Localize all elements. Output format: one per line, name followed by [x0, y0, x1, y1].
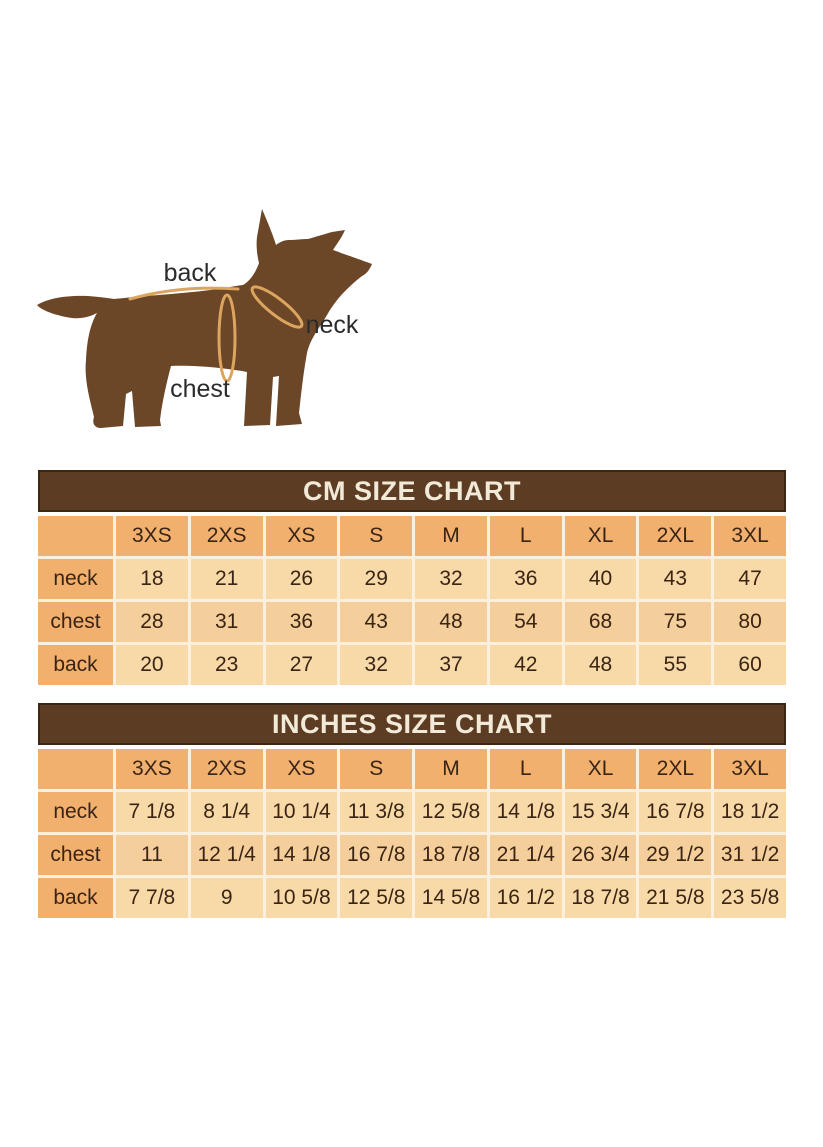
- column-header-cell: M: [415, 516, 487, 556]
- column-header-cell: L: [489, 749, 562, 789]
- inches-size-chart: INCHES SIZE CHART 3XS 2XS XS S M L XL 2XL 3XL nec…: [38, 703, 786, 918]
- corner-cell: [38, 749, 113, 789]
- size-cell: 37: [415, 645, 487, 685]
- size-cell: 11: [116, 835, 188, 875]
- row-label-cell: chest: [38, 835, 113, 875]
- neck-label: neck: [305, 311, 359, 339]
- size-cell: 68: [564, 602, 637, 642]
- back-measure-line: [128, 286, 240, 301]
- size-cell: 42: [489, 645, 562, 685]
- size-cell: 12 5/8: [340, 878, 413, 918]
- size-cell: 20: [116, 645, 188, 685]
- size-cell: 14 1/8: [265, 835, 338, 875]
- size-cell: 29: [340, 559, 413, 599]
- column-header-cell: XL: [564, 516, 637, 556]
- column-header-cell: M: [415, 749, 487, 789]
- column-header-cell: XL: [564, 749, 637, 789]
- size-cell: 80: [714, 602, 786, 642]
- size-cell: 23 5/8: [714, 878, 786, 918]
- size-cell: 16 1/2: [489, 878, 562, 918]
- cm-size-chart: CM SIZE CHART 3XS 2XS XS S M L XL 2XL 3XL neck 18 2…: [38, 470, 786, 685]
- size-cell: 21 5/8: [639, 878, 712, 918]
- column-header-cell: 3XS: [116, 749, 188, 789]
- size-cell: 16 7/8: [639, 792, 712, 832]
- column-header-cell: 3XL: [714, 516, 786, 556]
- size-cell: 9: [190, 878, 263, 918]
- column-header-cell: L: [489, 516, 562, 556]
- size-cell: 15 3/4: [564, 792, 637, 832]
- size-cell: 12 5/8: [415, 792, 487, 832]
- size-cell: 55: [639, 645, 712, 685]
- size-cell: 43: [340, 602, 413, 642]
- size-cell: 16 7/8: [340, 835, 413, 875]
- size-cell: 7 1/8: [116, 792, 188, 832]
- size-cell: 28: [116, 602, 188, 642]
- row-label-cell: back: [38, 878, 113, 918]
- size-cell: 14 5/8: [415, 878, 487, 918]
- size-cell: 18: [116, 559, 188, 599]
- size-cell: 32: [340, 645, 413, 685]
- size-cell: 75: [639, 602, 712, 642]
- size-cell: 43: [639, 559, 712, 599]
- size-cell: 12 1/4: [190, 835, 263, 875]
- size-cell: 18 7/8: [564, 878, 637, 918]
- column-header-cell: 2XS: [190, 749, 263, 789]
- row-label-cell: neck: [38, 792, 113, 832]
- size-cell: 11 3/8: [340, 792, 413, 832]
- size-cell: 31: [190, 602, 263, 642]
- neck-measure-ellipse: [250, 285, 304, 329]
- size-cell: 7 7/8: [116, 878, 188, 918]
- corner-cell: [38, 516, 113, 556]
- row-label-cell: chest: [38, 602, 113, 642]
- back-label: back: [163, 259, 217, 287]
- column-header-cell: 3XS: [116, 516, 188, 556]
- size-cell: 54: [489, 602, 562, 642]
- size-cell: 47: [714, 559, 786, 599]
- column-header-cell: XS: [265, 749, 338, 789]
- size-cell: 18 7/8: [415, 835, 487, 875]
- row-label-cell: back: [38, 645, 113, 685]
- column-header-cell: XS: [265, 516, 338, 556]
- size-cell: 48: [564, 645, 637, 685]
- size-cell: 14 1/8: [489, 792, 562, 832]
- size-cell: 26 3/4: [564, 835, 637, 875]
- inches-table-title: INCHES SIZE CHART: [38, 703, 786, 745]
- row-label-cell: neck: [38, 559, 113, 599]
- size-cell: 21 1/4: [489, 835, 562, 875]
- size-cell: 36: [265, 602, 338, 642]
- chest-label: chest: [170, 375, 230, 403]
- dog-silhouette-icon: [37, 209, 372, 428]
- column-header-cell: 2XS: [190, 516, 263, 556]
- size-cell: 48: [415, 602, 487, 642]
- column-header-cell: S: [340, 516, 413, 556]
- dog-measurement-diagram: back neck chest: [30, 195, 390, 445]
- size-cell: 8 1/4: [190, 792, 263, 832]
- size-cell: 21: [190, 559, 263, 599]
- size-cell: 26: [265, 559, 338, 599]
- column-header-cell: S: [340, 749, 413, 789]
- size-cell: 40: [564, 559, 637, 599]
- column-header-cell: 2XL: [639, 749, 712, 789]
- size-cell: 10 1/4: [265, 792, 338, 832]
- size-cell: 23: [190, 645, 263, 685]
- size-cell: 18 1/2: [714, 792, 786, 832]
- cm-table-title: CM SIZE CHART: [38, 470, 786, 512]
- size-cell: 60: [714, 645, 786, 685]
- size-cell: 27: [265, 645, 338, 685]
- column-header-cell: 2XL: [639, 516, 712, 556]
- chest-measure-ellipse: [217, 293, 237, 383]
- size-cell: 10 5/8: [265, 878, 338, 918]
- size-cell: 31 1/2: [714, 835, 786, 875]
- size-cell: 32: [415, 559, 487, 599]
- column-header-cell: 3XL: [714, 749, 786, 789]
- inches-table-grid: 3XS 2XS XS S M L XL 2XL 3XL neck 7 1/8 8 1/4 10 1/4 1…: [38, 749, 786, 918]
- size-cell: 29 1/2: [639, 835, 712, 875]
- size-cell: 36: [489, 559, 562, 599]
- cm-table-grid: 3XS 2XS XS S M L XL 2XL 3XL neck 18 21 26 29 32 36 40 43 4…: [38, 516, 786, 685]
